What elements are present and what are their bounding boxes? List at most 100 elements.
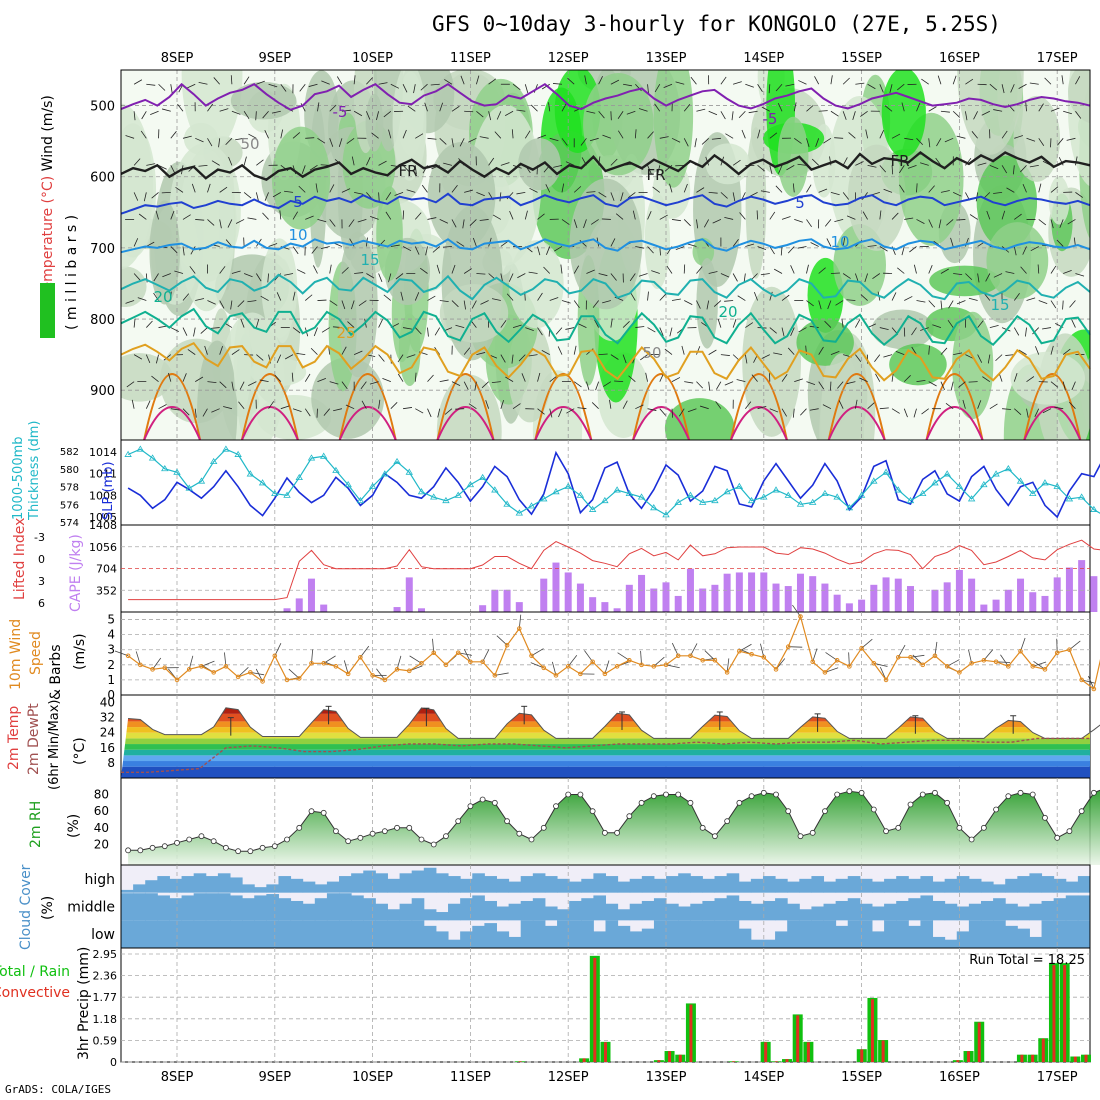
cloud-cell-middle (544, 906, 558, 921)
barb (928, 219, 933, 228)
barb (427, 408, 432, 418)
precip-tick: 2.95 (93, 948, 118, 961)
barb (546, 246, 551, 255)
barb (1020, 637, 1026, 652)
barb (512, 83, 521, 90)
barb (218, 138, 221, 148)
barb (973, 111, 978, 120)
rh-marker (1042, 814, 1048, 821)
barb (647, 246, 654, 254)
cloud-cell-low (569, 920, 582, 948)
barb (1059, 219, 1064, 228)
barb (476, 192, 485, 197)
barb (841, 318, 844, 328)
temp-band (121, 707, 1090, 714)
date-label-bottom: 11SEP (450, 1070, 491, 1085)
barb (512, 403, 521, 410)
barb (1066, 137, 1076, 141)
barb (190, 246, 196, 255)
barb (1075, 111, 1082, 119)
wind-marker (859, 645, 864, 651)
contour-label: FR (890, 152, 909, 170)
barb (255, 111, 257, 121)
cloud-cell-middle (884, 903, 897, 921)
barb (358, 300, 367, 307)
wind-marker (431, 650, 437, 656)
barb (684, 381, 694, 384)
rh-marker (222, 844, 229, 851)
barb (962, 399, 966, 409)
barb (940, 381, 945, 391)
rh-marker (650, 793, 657, 800)
barb (366, 273, 375, 279)
barb (664, 348, 673, 355)
cloud-cell-low (217, 920, 231, 948)
barb (402, 407, 413, 410)
thickness-marker (307, 454, 316, 461)
cloud-cell-high (314, 884, 328, 893)
barb (760, 190, 770, 193)
slp-tick: 1011 (89, 468, 117, 481)
barb (592, 300, 599, 308)
barb (481, 381, 489, 389)
precip-convective-bar (732, 1061, 736, 1062)
barb (292, 246, 299, 255)
slp-tick: 1005 (89, 511, 117, 524)
barb (708, 191, 718, 194)
barb (806, 381, 816, 385)
barb (712, 219, 722, 224)
barb (935, 157, 942, 166)
barb (586, 381, 590, 391)
rh-marker (980, 824, 987, 831)
cloud-cell-high (835, 878, 849, 893)
barb (737, 295, 746, 301)
cloud-cell-low (1053, 920, 1067, 948)
barb (835, 300, 844, 306)
barb (402, 210, 405, 220)
cloud-cell-high (629, 878, 643, 893)
barb (778, 165, 783, 174)
cape-bar (295, 598, 303, 612)
cloud-cell-middle (932, 900, 946, 921)
cloud-cell-middle (230, 895, 243, 921)
thickness-marker (1090, 505, 1098, 512)
barb (1061, 75, 1064, 85)
rh-marker (565, 791, 572, 798)
barb (1001, 84, 1005, 94)
barb (1037, 264, 1040, 274)
barb (956, 219, 966, 221)
barb (543, 266, 551, 274)
barb (738, 110, 746, 119)
barb (659, 214, 668, 220)
barb (659, 373, 664, 382)
barb (240, 319, 245, 328)
wind-marker (798, 614, 803, 619)
barb (1067, 219, 1076, 225)
cloud-cell-high (266, 884, 279, 893)
barb (855, 319, 861, 328)
rh-marker (149, 844, 156, 851)
barb (675, 81, 685, 85)
barb (711, 137, 721, 140)
isotherm-15 (120, 273, 1091, 301)
barb (1056, 239, 1064, 247)
wind-tick: 2 (107, 658, 115, 672)
barb (151, 375, 159, 382)
wind-marker (1042, 667, 1048, 672)
cloud-cell-middle (217, 893, 231, 921)
barb (704, 650, 716, 661)
cloud-cell-low (871, 931, 885, 948)
precip-conv-ylabel: Convective (0, 985, 70, 1001)
barb (1026, 297, 1036, 301)
cloud-cell-middle (169, 898, 183, 921)
barb (848, 132, 856, 139)
barb (928, 106, 937, 112)
cloud-cell-low (411, 920, 425, 948)
cloud-cell-middle (423, 909, 437, 921)
pressure-tick: 700 (90, 242, 115, 257)
barb (852, 111, 856, 120)
barb (211, 160, 220, 166)
barb (505, 376, 514, 382)
rh-marker (125, 847, 132, 854)
barb (341, 188, 351, 193)
